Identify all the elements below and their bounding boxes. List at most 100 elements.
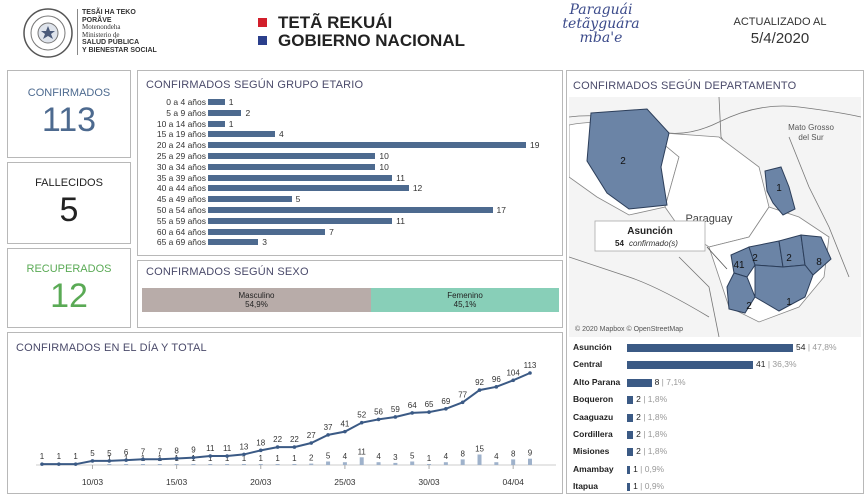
total-point[interactable]: [90, 459, 95, 463]
age-bar[interactable]: [208, 142, 526, 149]
age-bar[interactable]: [208, 163, 376, 170]
paraguay-map[interactable]: 2 1 41 2 2 8 2 1 Paraguay Mato Grosso de…: [569, 97, 861, 337]
daily-bar[interactable]: [157, 464, 162, 465]
total-point[interactable]: [157, 457, 162, 462]
total-point[interactable]: [258, 448, 263, 453]
total-point[interactable]: [326, 433, 330, 437]
total-point[interactable]: [107, 459, 112, 463]
total-point[interactable]: [191, 455, 196, 460]
department-value: 1 | 0,9%: [633, 481, 664, 491]
total-point[interactable]: [477, 388, 482, 392]
daily-bar[interactable]: [393, 462, 398, 465]
age-bar[interactable]: [208, 217, 393, 224]
total-point[interactable]: [343, 429, 347, 434]
age-bar[interactable]: [208, 239, 259, 246]
daily-bar[interactable]: [275, 464, 280, 465]
total-value-label: 64: [408, 401, 417, 410]
age-bar[interactable]: [208, 185, 409, 192]
age-bar[interactable]: [208, 196, 292, 203]
daily-bar[interactable]: [258, 464, 263, 465]
age-bar[interactable]: [208, 131, 275, 138]
department-percent: | 1,8%: [640, 446, 668, 457]
total-value-label: 37: [324, 423, 333, 432]
ministry-text: TESÃI HA TEKO: [82, 9, 136, 16]
age-bar[interactable]: [208, 174, 393, 181]
total-point[interactable]: [73, 462, 78, 466]
total-point[interactable]: [359, 420, 364, 425]
total-point[interactable]: [494, 385, 499, 389]
total-point[interactable]: [309, 441, 314, 445]
daily-bar[interactable]: [309, 463, 314, 465]
total-point[interactable]: [427, 410, 431, 414]
age-category-label: 10 a 14 años: [156, 118, 206, 129]
total-point[interactable]: [141, 457, 145, 462]
daily-bar[interactable]: [326, 461, 331, 466]
daily-bar[interactable]: [191, 464, 196, 465]
total-point[interactable]: [393, 415, 398, 419]
daily-bar[interactable]: [376, 462, 381, 465]
age-bar[interactable]: [208, 109, 242, 116]
daily-value-label: 1: [242, 454, 247, 463]
total-point[interactable]: [511, 378, 515, 383]
department-bar[interactable]: [627, 465, 631, 474]
age-bar[interactable]: [208, 153, 376, 159]
daily-bar[interactable]: [443, 462, 448, 465]
total-point[interactable]: [57, 462, 61, 466]
daily-bar[interactable]: [477, 454, 482, 466]
daily-bar[interactable]: [140, 464, 145, 465]
daily-bar[interactable]: [124, 464, 129, 465]
daily-bar[interactable]: [241, 464, 246, 465]
total-point[interactable]: [528, 371, 532, 375]
total-point[interactable]: [225, 454, 229, 458]
department-bar[interactable]: [627, 396, 634, 405]
department-bar[interactable]: [627, 344, 793, 352]
department-bar[interactable]: [627, 448, 634, 457]
kpi-confirmed: CONFIRMADOS 113: [7, 70, 131, 158]
sex-bar-female[interactable]: Femenino 45,1%: [371, 288, 559, 312]
total-point[interactable]: [40, 462, 44, 466]
total-value-label: 92: [475, 378, 484, 387]
total-point[interactable]: [124, 458, 128, 462]
daily-value-label: 4: [444, 452, 449, 461]
map-count-label: 2: [786, 253, 792, 264]
total-point[interactable]: [444, 407, 448, 411]
daily-bar[interactable]: [511, 459, 516, 465]
total-value-label: 77: [458, 390, 467, 399]
total-point[interactable]: [376, 417, 381, 422]
department-label: Asunción: [573, 342, 612, 352]
daily-bar[interactable]: [292, 464, 297, 465]
total-value-label: 11: [223, 444, 232, 453]
daily-bar[interactable]: [225, 464, 230, 465]
daily-bar[interactable]: [427, 464, 432, 465]
daily-bar[interactable]: [410, 461, 415, 466]
total-point[interactable]: [208, 454, 213, 458]
total-point[interactable]: [460, 400, 465, 405]
total-point[interactable]: [174, 456, 179, 461]
total-point[interactable]: [242, 452, 246, 457]
red-flag-square: [258, 18, 267, 27]
total-point[interactable]: [410, 411, 415, 415]
sex-bar-male[interactable]: Masculino 54,9%: [142, 288, 371, 312]
age-bar[interactable]: [208, 228, 326, 235]
department-bar[interactable]: [627, 378, 652, 387]
department-label: Amambay: [573, 463, 614, 474]
age-bar[interactable]: [208, 207, 493, 213]
age-bar[interactable]: [208, 120, 225, 127]
daily-bar[interactable]: [460, 459, 465, 465]
department-bar[interactable]: [627, 483, 631, 492]
total-point[interactable]: [275, 445, 280, 449]
daily-bar[interactable]: [494, 462, 499, 465]
daily-bar[interactable]: [359, 457, 364, 465]
total-point[interactable]: [292, 445, 297, 449]
department-bar[interactable]: [627, 431, 634, 439]
daily-bar[interactable]: [174, 464, 179, 465]
age-bar[interactable]: [208, 99, 225, 105]
department-value: 2 | 1,8%: [636, 412, 667, 422]
department-bar[interactable]: [627, 413, 634, 422]
daily-bar[interactable]: [107, 464, 112, 465]
map-count-label: 41: [733, 260, 745, 271]
daily-bar[interactable]: [208, 464, 213, 465]
daily-bar[interactable]: [528, 458, 532, 465]
daily-bar[interactable]: [342, 462, 347, 465]
department-bar[interactable]: [627, 361, 754, 370]
